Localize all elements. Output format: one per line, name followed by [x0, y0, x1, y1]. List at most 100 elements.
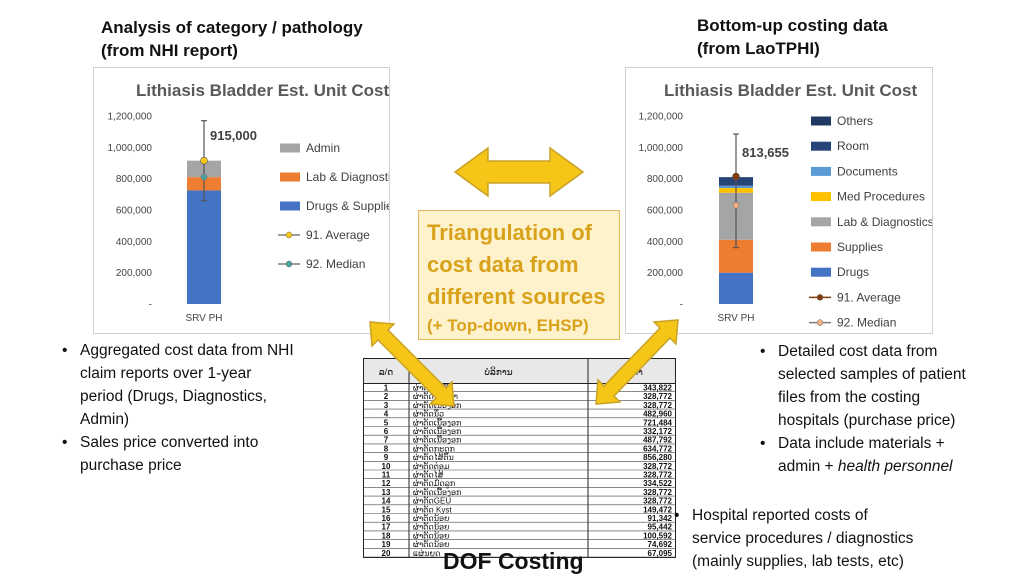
table-cell-name: ຜ່າຕັດມົດລູກ: [413, 478, 455, 489]
chart-title: Lithiasis Bladder Est. Unit Cost: [136, 81, 389, 100]
legend-label: Documents: [837, 164, 898, 178]
right-bullet-1-line1: Detailed cost data from: [778, 343, 938, 360]
table-cell-name: ຜ່າຕັດເນື້ອງອກ: [413, 416, 461, 427]
y-tick-label: 200,000: [647, 268, 684, 279]
right-bullet-1-line2: selected samples of patient: [778, 366, 966, 383]
legend-swatch: [280, 201, 300, 211]
right-bullet-2-line2: admin + health personnel: [778, 455, 1016, 478]
legend-label: Lab & Diagnostics: [306, 170, 389, 184]
left-bullet-1-line3: period (Drugs, Diagnostics,: [80, 388, 267, 405]
bottom-bullet-line3: (mainly supplies, lab tests, etc): [692, 553, 904, 570]
table-cell-value: 328,772: [643, 497, 672, 506]
table-cell-name: ຜ່າຕັດເນື້ອງອກ: [413, 434, 461, 445]
table-cell-no: 15: [382, 505, 391, 514]
legend-swatch: [811, 166, 831, 176]
table-cell-name: ຜ່າຕັດເນື້ອງອກ: [413, 486, 461, 497]
table-cell-no: 1: [384, 384, 389, 393]
bottom-bullet-1: Hospital reported costs of service proce…: [670, 504, 970, 573]
table-cell-no: 4: [384, 410, 389, 419]
dof-costing-label: DOF Costing: [443, 548, 584, 574]
legend-point-marker: [816, 319, 824, 326]
table-cell-value: 67,095: [648, 549, 673, 558]
y-tick-label: 400,000: [116, 237, 153, 248]
right-diagonal-arrow-icon: [595, 319, 679, 405]
legend-label: 91. Average: [837, 290, 901, 304]
left-bullets: Aggregated cost data from NHI claim repo…: [58, 339, 338, 477]
table-cell-no: 11: [382, 471, 391, 480]
legend-label: Room: [837, 139, 869, 153]
left-header-line1: Analysis of category / pathology: [101, 18, 363, 37]
triangulation-line2: cost data from: [427, 252, 579, 277]
legend-swatch: [811, 267, 831, 277]
median-point: [200, 173, 208, 181]
legend-label: 92. Median: [306, 257, 365, 271]
table-cell-value: 328,772: [643, 462, 672, 471]
table-cell-no: 19: [382, 540, 391, 549]
y-tick-label: 1,200,000: [108, 112, 153, 123]
y-tick-label: 600,000: [116, 206, 153, 217]
triangulation-box: Triangulation of cost data from differen…: [418, 210, 620, 340]
left-bullet-2-line2: purchase price: [80, 457, 182, 474]
table-cell-name: ຜ່າຕັດເນື້ອງອກ: [413, 425, 461, 436]
table-cell-no: 16: [382, 514, 391, 523]
legend-label: Supplies: [837, 240, 883, 254]
y-tick-label: 1,200,000: [639, 112, 684, 123]
left-header: Analysis of category / pathology (from N…: [101, 16, 363, 62]
x-tick-label: SRV PH: [717, 313, 754, 324]
left-bullet-1-line2: claim reports over 1-year: [80, 365, 252, 382]
legend-swatch: [811, 141, 831, 151]
average-point: [732, 172, 740, 181]
right-bullets: Detailed cost data from selected samples…: [756, 340, 1016, 478]
table-cell-no: 5: [384, 418, 389, 427]
table-cell-name: ຜ່າຕັດ Kyst: [413, 504, 452, 514]
y-tick-label: -: [149, 300, 152, 311]
table-cell-value: 634,772: [643, 444, 672, 453]
right-bullet-2-italic: health personnel: [837, 458, 953, 475]
right-header-line2: (from LaoTPHI): [697, 39, 820, 58]
table-cell-value: 149,472: [643, 505, 672, 514]
table-cell-value: 328,772: [643, 471, 672, 480]
dof-table: ລ/ດບໍລິການລາຄາ1ຜ່າຕັດໄສ້ຕິ່ງ343,8222ຜ່າຕ…: [363, 358, 676, 559]
table-cell-no: 12: [382, 479, 391, 488]
right-bullet-1-line4: hospitals (purchase price): [778, 412, 956, 429]
y-tick-label: -: [680, 300, 683, 311]
right-header-line1: Bottom-up costing data: [697, 16, 888, 35]
table-header-no: ລ/ດ: [379, 367, 393, 377]
triangulation-line4: (+ Top-down, EHSP): [427, 316, 589, 335]
bar-segment-drugs: [719, 272, 753, 304]
legend-swatch: [811, 217, 831, 227]
x-tick-label: SRV PH: [185, 313, 222, 324]
legend-swatch: [811, 116, 831, 126]
triangulation-line3: different sources: [427, 284, 606, 309]
table-cell-value: 332,172: [643, 427, 672, 436]
table-cell-no: 9: [384, 453, 389, 462]
y-tick-label: 1,000,000: [108, 143, 153, 154]
average-data-label: 915,000: [210, 128, 257, 143]
table-cell-value: 721,484: [643, 418, 672, 427]
table-cell-value: 482,960: [643, 410, 672, 419]
table-cell-value: 328,772: [643, 488, 672, 497]
table-cell-no: 2: [384, 392, 389, 401]
legend-label: Lab & Diagnostics: [837, 215, 932, 229]
left-bullet-1-line1: Aggregated cost data from NHI: [80, 342, 294, 359]
bottom-bullets: Hospital reported costs of service proce…: [670, 504, 970, 573]
left-diagonal-arrow-icon: [369, 321, 455, 407]
bottom-bullet-line2: service procedures / diagnostics: [692, 530, 914, 547]
table-cell-no: 3: [384, 401, 389, 410]
y-tick-label: 1,000,000: [639, 143, 684, 154]
legend-swatch: [280, 143, 300, 153]
average-data-label: 813,655: [742, 145, 789, 160]
legend-point-marker: [285, 260, 293, 268]
table-cell-value: 100,592: [643, 531, 672, 540]
left-bullet-1-line4: Admin): [80, 411, 130, 428]
y-tick-label: 600,000: [647, 206, 684, 217]
left-header-line2: (from NHI report): [101, 41, 238, 60]
legend-label: Others: [837, 114, 873, 128]
table-cell-name: ຜ່າຕັດຕ່ອມ: [413, 461, 450, 471]
y-tick-label: 800,000: [116, 174, 153, 185]
table-cell-value: 343,822: [643, 384, 672, 393]
table-cell-name: ຜ່າຕັດນ້ອຍ: [413, 521, 450, 532]
legend-label: Med Procedures: [837, 190, 925, 204]
table-cell-name: ຜ່າຕັດGEU: [413, 496, 451, 506]
